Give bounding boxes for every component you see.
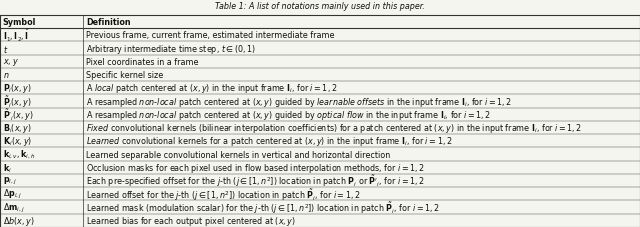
Text: $t$: $t$: [3, 43, 8, 54]
Text: $\mathbf{P}_i(x, y)$: $\mathbf{P}_i(x, y)$: [3, 82, 31, 95]
Text: Definition: Definition: [86, 18, 131, 27]
Text: Table 1: A list of notations mainly used in this paper.: Table 1: A list of notations mainly used…: [215, 2, 425, 11]
Text: A resampled $\mathit{non\text{-}local}$ patch centered at $(x, y)$ guided by $\m: A resampled $\mathit{non\text{-}local}$ …: [86, 108, 491, 121]
Text: A resampled $\mathit{non\text{-}local}$ patch centered at $(x, y)$ guided by $\m: A resampled $\mathit{non\text{-}local}$ …: [86, 95, 512, 108]
Text: $\mathbf{k}_{i,v}, \mathbf{k}_{i,h}$: $\mathbf{k}_{i,v}, \mathbf{k}_{i,h}$: [3, 148, 35, 160]
Text: $\Delta\mathbf{m}_{i,j}$: $\Delta\mathbf{m}_{i,j}$: [3, 201, 24, 214]
Text: $\mathbf{k}_i$: $\mathbf{k}_i$: [3, 161, 12, 174]
Text: $\mathbf{I}_1,\mathbf{I}_2, \hat{\mathbf{I}}$: $\mathbf{I}_1,\mathbf{I}_2, \hat{\mathbf…: [3, 28, 30, 44]
Text: $\tilde{\mathbf{P}}_i(x, y)$: $\tilde{\mathbf{P}}_i(x, y)$: [3, 94, 31, 109]
Text: Pixel coordinates in a frame: Pixel coordinates in a frame: [86, 58, 198, 67]
Text: A $\mathit{local}$ patch centered at $(x, y)$ in the input frame $\mathbf{I}_i$,: A $\mathit{local}$ patch centered at $(x…: [86, 82, 337, 95]
Text: Symbol: Symbol: [3, 18, 36, 27]
Text: $\Delta b(x, y)$: $\Delta b(x, y)$: [3, 214, 34, 227]
Text: Learned offset for the $j$-th ($j \in [1, n^2]$) location in patch $\tilde{\math: Learned offset for the $j$-th ($j \in [1…: [86, 186, 360, 202]
Text: Learned mask (modulation scalar) for the $j$-th ($j \in [1, n^2]$) location in p: Learned mask (modulation scalar) for the…: [86, 199, 440, 215]
Text: Arbitrary intermediate time step, $t \in (0, 1)$: Arbitrary intermediate time step, $t \in…: [86, 42, 256, 55]
Text: $\mathbf{K}_i(x, y)$: $\mathbf{K}_i(x, y)$: [3, 135, 32, 148]
Text: Learned bias for each output pixel centered at $(x, y)$: Learned bias for each output pixel cente…: [86, 214, 296, 227]
Text: Each pre-specified offset for the $j$-th ($j \in [1, n^2]$) location in patch $\: Each pre-specified offset for the $j$-th…: [86, 173, 424, 189]
Text: $\mathbf{p}_{i,j}$: $\mathbf{p}_{i,j}$: [3, 175, 17, 186]
Text: $x, y$: $x, y$: [3, 57, 19, 68]
Text: $\tilde{\mathbf{P}}'_i(x, y)$: $\tilde{\mathbf{P}}'_i(x, y)$: [3, 107, 33, 123]
Text: Specific kernel size: Specific kernel size: [86, 71, 163, 80]
Text: $\mathit{Fixed}$ convolutional kernels (bilinear interpolation coefficients) for: $\mathit{Fixed}$ convolutional kernels (…: [86, 122, 582, 135]
Text: $\mathbf{B}_i(x, y)$: $\mathbf{B}_i(x, y)$: [3, 122, 31, 135]
Text: $\mathit{Learned}$ convolutional kernels for a patch centered at $(x, y)$ in the: $\mathit{Learned}$ convolutional kernels…: [86, 135, 452, 148]
Text: Occlusion masks for each pixel used in flow based interpolation methods, for $i : Occlusion masks for each pixel used in f…: [86, 161, 424, 174]
Text: Previous frame, current frame, estimated intermediate frame: Previous frame, current frame, estimated…: [86, 31, 334, 40]
Text: Learned separable convolutional kernels in vertical and horizontal direction: Learned separable convolutional kernels …: [86, 150, 390, 159]
Text: $n$: $n$: [3, 71, 9, 80]
Text: $\Delta\mathbf{p}_{i,j}$: $\Delta\mathbf{p}_{i,j}$: [3, 188, 22, 200]
